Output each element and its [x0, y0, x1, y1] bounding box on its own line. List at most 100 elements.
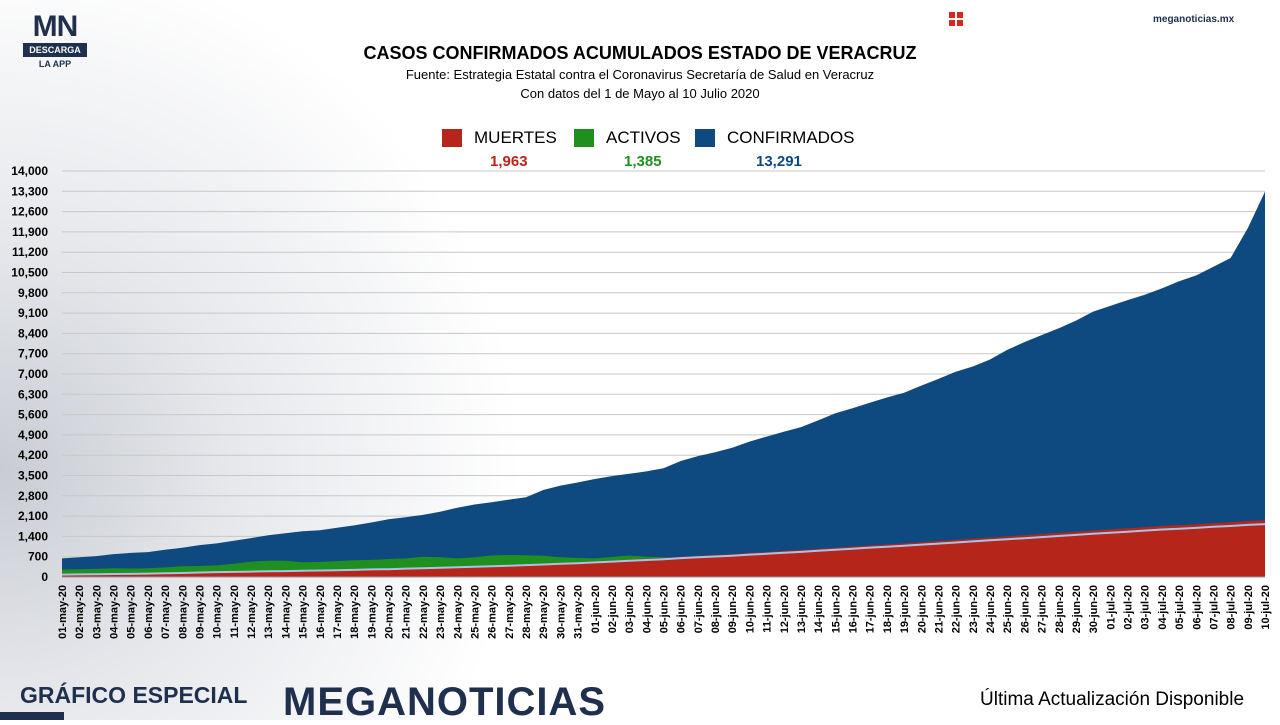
x-tick-label: 29-may-20 — [538, 585, 550, 639]
x-tick-label: 03-jul-20 — [1140, 585, 1152, 630]
y-tick-label: 6,300 — [18, 387, 48, 401]
x-tick-label: 01-may-20 — [57, 585, 69, 639]
meganoticias-app-logo[interactable]: MN DESCARGA LA APP — [23, 12, 87, 69]
y-tick-label: 11,200 — [12, 245, 48, 259]
x-tick-label: 02-jun-20 — [607, 585, 619, 633]
y-tick-label: 4,900 — [18, 428, 48, 442]
x-tick-label: 22-may-20 — [418, 585, 430, 639]
series-line-trend — [61, 523, 1266, 576]
x-tick-label: 11-jun-20 — [762, 585, 774, 633]
x-tick-label: 03-may-20 — [91, 585, 103, 639]
x-tick-label: 01-jun-20 — [590, 585, 602, 633]
y-tick-label: 9,800 — [18, 286, 48, 300]
x-tick-label: 16-may-20 — [315, 585, 327, 639]
x-tick-label: 04-jun-20 — [641, 585, 653, 633]
x-tick-label: 05-jun-20 — [659, 585, 671, 633]
x-tick-label: 17-jun-20 — [865, 585, 877, 633]
x-tick-label: 27-jun-20 — [1037, 585, 1049, 633]
y-tick-label: 13,300 — [11, 184, 48, 198]
grid-icon — [949, 12, 963, 26]
x-tick-label: 04-jul-20 — [1157, 585, 1169, 630]
x-tick-label: 08-jun-20 — [710, 585, 722, 633]
legend-value-confirmados: 13,291 — [756, 153, 802, 170]
x-tick-label: 06-jun-20 — [676, 585, 688, 633]
x-tick-label: 09-may-20 — [194, 585, 206, 639]
x-tick-label: 21-jun-20 — [933, 585, 945, 633]
x-tick-label: 28-may-20 — [521, 585, 533, 639]
y-tick-label: 7,700 — [18, 347, 48, 361]
logo-app-text: LA APP — [38, 59, 72, 69]
y-tick-label: 5,600 — [18, 408, 48, 422]
y-tick-label: 8,400 — [18, 326, 48, 340]
y-tick-label: 2,800 — [18, 489, 48, 503]
x-tick-label: 14-may-20 — [280, 585, 292, 639]
y-tick-label: 700 — [28, 550, 48, 564]
legend-swatch-confirmados — [695, 129, 715, 147]
y-tick-label: 11,900 — [12, 225, 48, 239]
x-tick-label: 18-may-20 — [349, 585, 361, 639]
x-tick-label: 10-jul-20 — [1260, 585, 1272, 630]
x-tick-label: 13-jun-20 — [796, 585, 808, 633]
x-tick-label: 13-may-20 — [263, 585, 275, 639]
x-tick-label: 07-jun-20 — [693, 585, 705, 633]
x-tick-label: 11-may-20 — [229, 585, 241, 638]
x-tick-label: 07-may-20 — [160, 585, 172, 639]
x-tick-label: 06-may-20 — [143, 585, 155, 639]
legend-muertes: MUERTES — [442, 128, 557, 148]
logo-download-bar: DESCARGA — [23, 43, 87, 57]
footer-accent-bar — [0, 712, 64, 720]
footer-update-note: Última Actualización Disponible — [980, 689, 1245, 710]
area-chart: 0 700 1,400 2,100 2,800 3,500 4,200 4,900 5,600 6… — [11, 164, 1272, 639]
x-tick-label: 08-jul-20 — [1226, 585, 1238, 630]
legend-confirmados: CONFIRMADOS — [695, 128, 855, 148]
y-tick-label: 4,200 — [18, 448, 48, 462]
x-tick-label: 16-jun-20 — [848, 585, 860, 633]
x-tick-label: 02-may-20 — [74, 585, 86, 639]
legend-activos: ACTIVOS — [574, 128, 681, 148]
legend-value-muertes: 1,963 — [490, 153, 528, 170]
x-tick-label: 09-jul-20 — [1243, 585, 1255, 630]
x-tick-label: 27-may-20 — [504, 585, 516, 639]
x-tick-label: 30-jun-20 — [1088, 585, 1100, 633]
x-tick-label: 14-jun-20 — [813, 585, 825, 633]
footer-brand-logo[interactable]: MEGANOTICIAS — [283, 680, 607, 724]
x-tick-label: 10-may-20 — [212, 585, 224, 639]
x-tick-label: 06-jul-20 — [1191, 585, 1203, 630]
x-tick-label: 10-jun-20 — [744, 585, 756, 633]
x-tick-label: 25-may-20 — [469, 585, 481, 639]
x-tick-label: 12-jun-20 — [779, 585, 791, 633]
x-tick-label: 05-jul-20 — [1174, 585, 1186, 630]
logo-mn-text: MN — [32, 10, 79, 43]
x-tick-label: 08-may-20 — [177, 585, 189, 639]
x-tick-label: 05-may-20 — [126, 585, 138, 639]
x-tick-label: 22-jun-20 — [951, 585, 963, 633]
x-tick-label: 28-jun-20 — [1054, 585, 1066, 633]
site-url[interactable]: meganoticias.mx — [1153, 14, 1235, 25]
y-tick-label: 0 — [41, 570, 48, 584]
y-tick-label: 7,000 — [18, 367, 48, 381]
x-tick-label: 19-may-20 — [366, 585, 378, 639]
x-tick-label: 24-may-20 — [452, 585, 464, 639]
x-tick-label: 29-jun-20 — [1071, 585, 1083, 633]
x-tick-label: 15-jun-20 — [830, 585, 842, 633]
legend-label-activos: ACTIVOS — [606, 128, 681, 147]
x-tick-label: 30-may-20 — [555, 585, 567, 639]
x-tick-label: 18-jun-20 — [882, 585, 894, 633]
y-tick-label: 10,500 — [11, 266, 48, 280]
x-tick-label: 12-may-20 — [246, 585, 258, 639]
chart-subtitle-range: Con datos del 1 de Mayo al 10 Julio 2020 — [520, 86, 760, 101]
legend-swatch-muertes — [442, 129, 462, 147]
x-tick-label: 26-jun-20 — [1019, 585, 1031, 633]
footer-special-label: GRÁFICO ESPECIAL — [20, 682, 248, 708]
x-tick-label: 03-jun-20 — [624, 585, 636, 633]
x-tick-label: 02-jul-20 — [1123, 585, 1135, 630]
x-tick-label: 23-may-20 — [435, 585, 447, 639]
x-tick-label: 26-may-20 — [487, 585, 499, 639]
y-tick-label: 9,100 — [18, 306, 48, 320]
series-area-confirmados — [62, 191, 1265, 577]
y-tick-label: 12,600 — [11, 205, 48, 219]
y-tick-label: 1,400 — [18, 529, 48, 543]
x-tick-label: 20-may-20 — [384, 585, 396, 639]
x-tick-label: 01-jul-20 — [1105, 585, 1117, 630]
x-tick-label: 07-jul-20 — [1208, 585, 1220, 630]
